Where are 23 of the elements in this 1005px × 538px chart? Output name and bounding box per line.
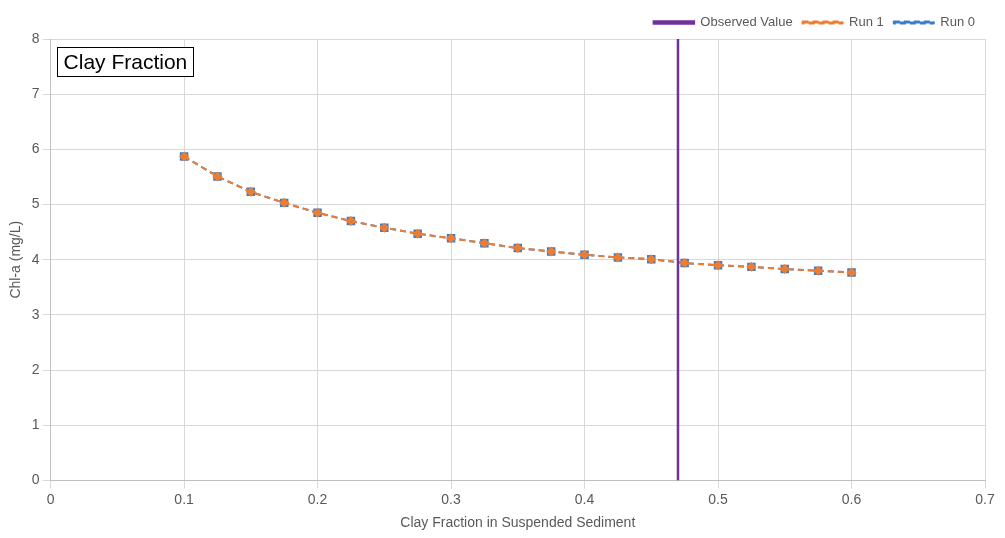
x-tick-label: 0.3 bbox=[441, 490, 461, 507]
y-tick-label: 4 bbox=[31, 250, 40, 267]
legend-label: Run 1 bbox=[849, 14, 884, 30]
y-tick-label: 5 bbox=[31, 195, 40, 212]
y-tick-label: 6 bbox=[31, 140, 40, 157]
y-tick-label: 8 bbox=[31, 29, 40, 46]
x-tick-label: 0.2 bbox=[307, 490, 328, 507]
y-tick-label: 0 bbox=[31, 471, 40, 488]
y-tick-label: 2 bbox=[31, 360, 40, 377]
x-tick-label: 0.7 bbox=[975, 490, 995, 507]
y-tick-label: 1 bbox=[31, 416, 40, 433]
x-axis-title: Clay Fraction in Suspended Sediment bbox=[400, 514, 636, 531]
x-tick-label: 0 bbox=[46, 490, 55, 507]
legend-label: Observed Value bbox=[700, 14, 793, 30]
x-tick-label: 0.6 bbox=[841, 490, 862, 507]
text: Clay Fraction bbox=[56, 47, 195, 77]
y-axis-title: Chl-a (mg/L) bbox=[7, 220, 24, 299]
x-tick-label: 0.4 bbox=[574, 490, 595, 507]
x-tick-label: 0.5 bbox=[708, 490, 728, 507]
legend-label: Run 0 bbox=[940, 14, 976, 30]
x-tick-label: 0.1 bbox=[174, 490, 195, 507]
y-tick-label: 7 bbox=[31, 85, 40, 102]
y-tick-label: 3 bbox=[31, 305, 40, 322]
